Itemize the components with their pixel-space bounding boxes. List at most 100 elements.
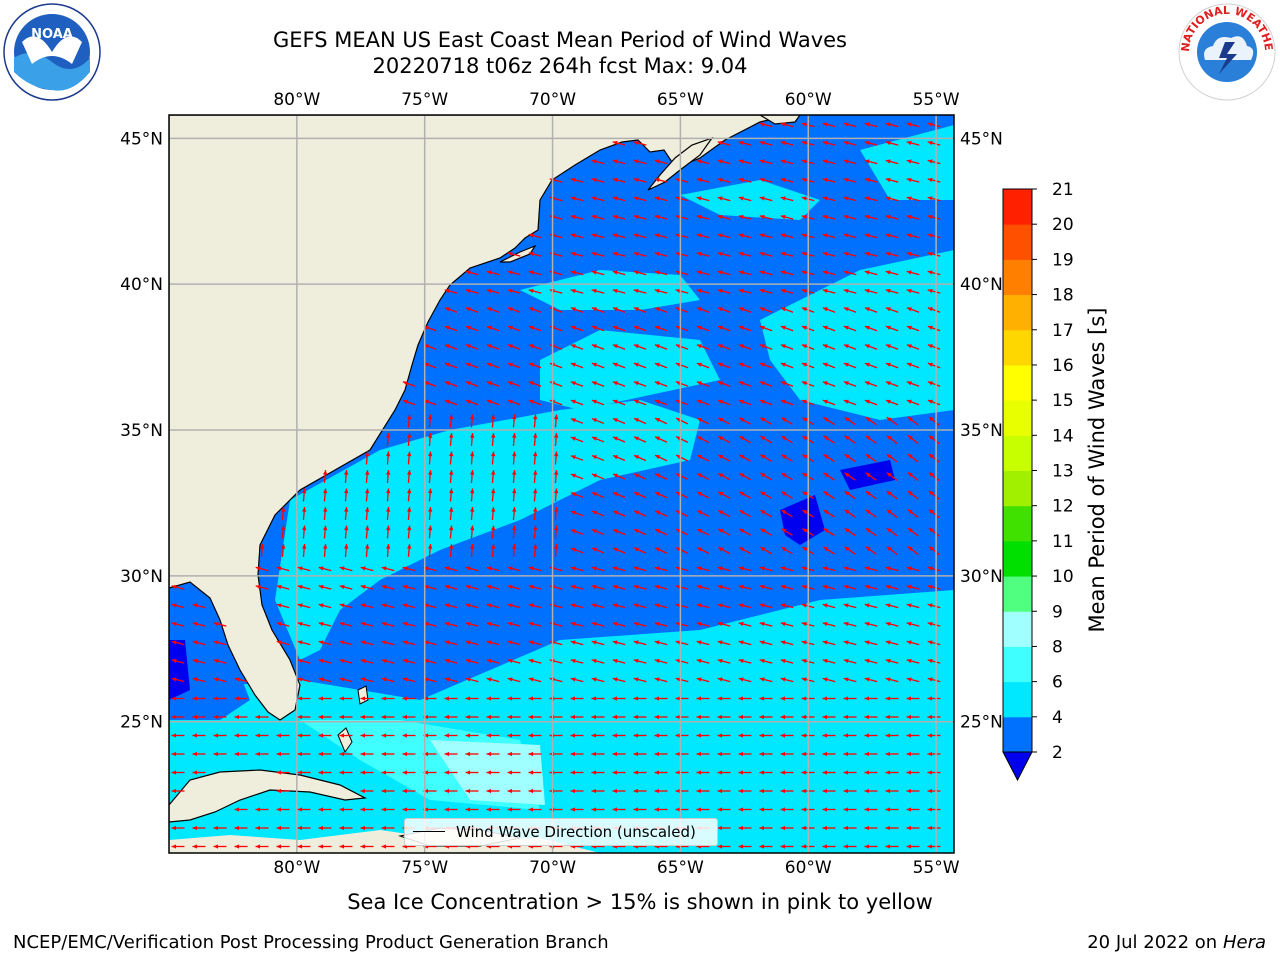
wave-direction-arrow <box>512 469 517 484</box>
wave-direction-arrow <box>444 658 458 664</box>
wave-direction-arrow <box>360 825 374 831</box>
colorbar-swatch <box>1003 716 1032 753</box>
wave-direction-arrow <box>449 543 454 558</box>
wave-direction-arrow <box>864 233 878 239</box>
wave-direction-arrow <box>907 416 919 426</box>
colorbar-swatch <box>1003 400 1032 436</box>
wave-direction-arrow <box>906 140 920 146</box>
wave-direction-arrow <box>528 381 542 387</box>
wave-direction-arrow <box>591 251 605 257</box>
wave-direction-arrow <box>465 733 479 738</box>
wave-direction-arrow <box>864 288 878 294</box>
wave-direction-arrow <box>402 677 416 683</box>
lon-tick-label-bottom: 75°W <box>401 858 448 878</box>
wave-direction-arrow <box>318 807 332 812</box>
colorbar-swatch <box>1003 224 1032 260</box>
wave-direction-arrow <box>470 469 475 484</box>
wave-direction-arrow <box>696 417 710 425</box>
wave-direction-arrow <box>591 807 605 812</box>
wave-direction-arrow <box>528 677 542 683</box>
wave-direction-arrow <box>885 696 899 701</box>
wave-direction-arrow <box>717 270 731 276</box>
wave-direction-arrow <box>491 414 496 428</box>
wave-direction-arrow <box>717 472 731 481</box>
wave-direction-arrow <box>906 677 920 683</box>
wave-direction-arrow <box>865 490 877 500</box>
legend-label: Wind Wave Direction (unscaled) <box>456 823 696 841</box>
wave-direction-arrow <box>654 788 668 794</box>
wave-direction-arrow <box>507 714 521 720</box>
wave-direction-arrow <box>822 399 836 406</box>
wave-direction-arrow <box>360 603 374 609</box>
footer-date-text: 20 Jul 2022 on <box>1087 932 1223 953</box>
wave-direction-arrow <box>407 488 412 502</box>
wave-direction-arrow <box>822 714 836 720</box>
wave-direction-arrow <box>302 525 307 539</box>
bahamas-abaco <box>357 685 369 705</box>
wave-direction-arrow <box>339 807 353 812</box>
wave-direction-arrow <box>843 159 857 165</box>
wave-direction-arrow <box>444 696 458 701</box>
wave-direction-arrow <box>675 344 689 350</box>
wave-direction-arrow <box>865 416 877 426</box>
wave-direction-arrow <box>386 451 391 465</box>
wave-direction-arrow <box>486 381 500 387</box>
wave-direction-arrow <box>612 603 626 609</box>
wave-direction-arrow <box>297 714 311 720</box>
wave-direction-arrow <box>696 307 710 313</box>
colorbar-swatch <box>1003 294 1032 331</box>
wave-direction-arrow <box>696 454 710 462</box>
vector-legend: Wind Wave Direction (unscaled) <box>404 818 718 846</box>
wave-direction-arrow <box>402 788 416 794</box>
wave-direction-arrow <box>633 381 647 387</box>
wave-direction-arrow <box>344 525 349 539</box>
wave-direction-arrow <box>171 658 185 664</box>
wave-direction-arrow <box>386 432 391 447</box>
wave-direction-arrow <box>633 788 647 794</box>
wave-direction-arrow <box>654 233 668 239</box>
wave-direction-arrow <box>297 603 311 609</box>
wave-direction-arrow <box>633 807 647 812</box>
wave-direction-arrow <box>612 196 626 202</box>
wave-direction-arrow <box>759 325 773 332</box>
wave-direction-arrow <box>507 344 521 350</box>
wave-direction-arrow <box>381 825 395 831</box>
wave-direction-arrow <box>717 177 731 183</box>
wave-direction-arrow <box>402 714 416 720</box>
wave-direction-arrow <box>675 362 689 369</box>
wave-direction-arrow <box>759 270 773 276</box>
wave-direction-arrow <box>927 196 941 202</box>
colorbar-swatch <box>1003 681 1032 718</box>
wave-direction-arrow <box>470 432 475 447</box>
map-area <box>169 115 954 853</box>
wave-direction-arrow <box>318 603 332 609</box>
wave-direction-arrow <box>759 251 773 257</box>
wave-direction-arrow <box>696 472 710 481</box>
wave-direction-arrow <box>885 270 899 276</box>
wave-direction-arrow <box>591 547 605 554</box>
wave-direction-arrow <box>696 566 710 572</box>
wave-direction-arrow <box>276 566 290 572</box>
wave-direction-arrow <box>633 159 647 165</box>
wave-direction-arrow <box>780 844 794 849</box>
wave-direction-arrow <box>886 490 898 500</box>
wave-direction-arrow <box>675 640 689 646</box>
wave-direction-arrow <box>591 788 605 794</box>
wave-direction-arrow <box>570 677 584 683</box>
colorbar-tick-label: 4 <box>1052 708 1063 728</box>
wave-direction-arrow <box>465 677 479 683</box>
wave-direction-arrow <box>213 658 227 664</box>
wave-direction-arrow <box>486 751 500 757</box>
wave-direction-arrow <box>276 603 290 609</box>
wave-direction-arrow <box>654 177 668 183</box>
wave-direction-arrow <box>739 528 751 536</box>
wave-direction-arrow <box>486 714 500 720</box>
wave-direction-arrow <box>780 584 794 590</box>
wave-direction-arrow <box>654 696 668 701</box>
lon-tick-label-top: 55°W <box>913 90 960 110</box>
lat-tick-label-left: 45°N <box>120 129 163 149</box>
wave-direction-arrow <box>780 603 794 609</box>
wave-direction-arrow <box>886 453 898 463</box>
lon-tick-label-bottom: 80°W <box>273 858 320 878</box>
wave-direction-arrow <box>759 140 773 146</box>
